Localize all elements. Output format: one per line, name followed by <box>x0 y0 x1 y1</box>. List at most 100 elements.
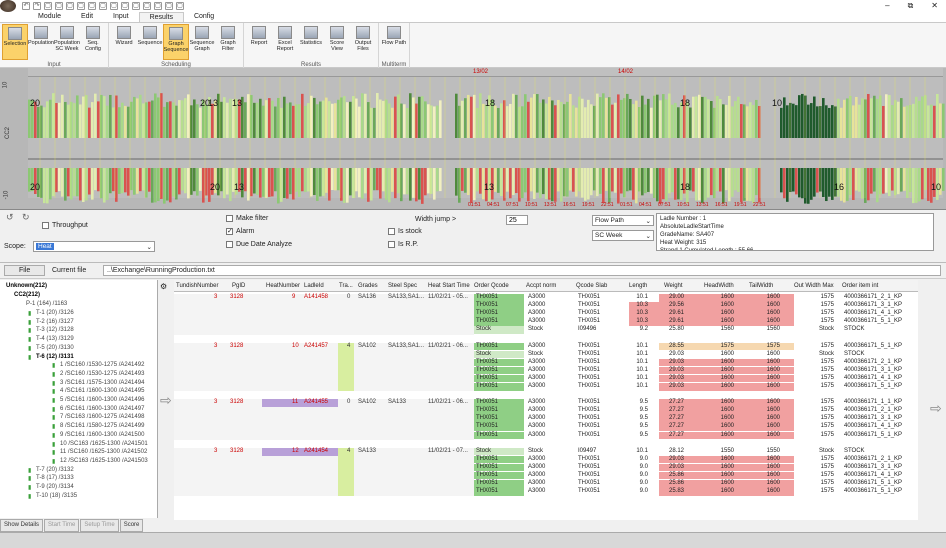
slab-bar[interactable] <box>641 168 644 196</box>
slab-bar[interactable] <box>436 105 439 138</box>
tree-node[interactable]: T-10 (18) /3135 <box>36 492 78 499</box>
slab-bar[interactable] <box>906 168 909 198</box>
slab-bar[interactable] <box>406 107 409 138</box>
slab-bar[interactable] <box>172 102 175 138</box>
tree-node[interactable]: 3 /SC161 /1575-1300 /A241494 <box>60 379 145 386</box>
slab-bar[interactable] <box>199 107 202 138</box>
slab-bar[interactable] <box>725 168 728 191</box>
flow-path-select[interactable]: Flow Path ⌄ <box>592 215 654 226</box>
slab-bar[interactable] <box>76 95 79 138</box>
slab-bar[interactable] <box>605 168 608 191</box>
slab-bar[interactable] <box>731 106 734 138</box>
slab-bar[interactable] <box>792 103 795 138</box>
slab-bar[interactable] <box>286 168 289 199</box>
slab-bar[interactable] <box>837 98 840 138</box>
slab-bar[interactable] <box>653 95 656 138</box>
quick-access-icon[interactable]: ▢ <box>99 2 107 10</box>
slab-bar[interactable] <box>427 104 430 138</box>
slab-bar[interactable] <box>73 168 76 197</box>
slab-bar[interactable] <box>319 168 322 197</box>
slab-bar[interactable] <box>268 168 271 197</box>
quick-access-icon[interactable]: ↷ <box>33 2 41 10</box>
slab-bar[interactable] <box>828 107 831 138</box>
slab-bar[interactable] <box>307 168 310 192</box>
arrow-left-icon[interactable]: ⇨ <box>160 392 172 408</box>
slab-bar[interactable] <box>283 96 286 138</box>
slab-bar[interactable] <box>292 105 295 138</box>
slab-bar[interactable] <box>572 168 575 192</box>
column-header[interactable]: Out Width Max <box>794 283 834 289</box>
slab-bar[interactable] <box>545 103 548 138</box>
slab-bar[interactable] <box>418 96 421 138</box>
slab-bar[interactable] <box>43 168 46 204</box>
slab-bar[interactable] <box>846 98 849 138</box>
slab-bar[interactable] <box>202 99 205 138</box>
scope-select[interactable]: Heat ⌄ <box>33 241 155 252</box>
slab-bar[interactable] <box>346 102 349 138</box>
slab-bar[interactable] <box>76 168 79 197</box>
slab-bar[interactable] <box>142 168 145 191</box>
quick-access-icon[interactable]: ▢ <box>154 2 162 10</box>
slab-bar[interactable] <box>722 104 725 138</box>
slab-bar[interactable] <box>740 168 743 203</box>
slab-bar[interactable] <box>569 94 572 138</box>
column-header[interactable]: Accpt norm <box>526 283 557 289</box>
slab-bar[interactable] <box>927 105 930 138</box>
slab-bar[interactable] <box>464 168 467 193</box>
slab-bar[interactable] <box>358 168 361 198</box>
slab-bar[interactable] <box>611 104 614 138</box>
quick-access-icon[interactable]: ▢ <box>110 2 118 10</box>
slab-bar[interactable] <box>196 104 199 138</box>
slab-bar[interactable] <box>680 102 683 138</box>
slab-bar[interactable] <box>28 168 31 192</box>
slab-bar[interactable] <box>629 168 632 191</box>
slab-bar[interactable] <box>298 104 301 138</box>
slab-bar[interactable] <box>124 168 127 193</box>
slab-bar[interactable] <box>373 107 376 138</box>
slab-bar[interactable] <box>58 168 61 192</box>
slab-bar[interactable] <box>470 168 473 203</box>
slab-bar[interactable] <box>133 96 136 138</box>
slab-bar[interactable] <box>37 168 40 197</box>
slab-bar[interactable] <box>352 168 355 199</box>
slab-bar[interactable] <box>103 96 106 138</box>
slab-bar[interactable] <box>229 168 232 202</box>
slab-bar[interactable] <box>322 168 325 196</box>
tab-results[interactable]: Results <box>138 12 184 22</box>
minimize-button[interactable]: – <box>885 1 890 10</box>
slab-bar[interactable] <box>497 168 500 193</box>
slab-bar[interactable] <box>518 168 521 202</box>
slab-bar[interactable] <box>473 168 476 201</box>
slab-bar[interactable] <box>223 97 226 138</box>
slab-bar[interactable] <box>235 98 238 138</box>
slab-bar[interactable] <box>512 93 515 138</box>
slab-bar[interactable] <box>313 97 316 138</box>
slab-bar[interactable] <box>581 168 584 198</box>
slab-bar[interactable] <box>734 101 737 138</box>
slab-bar[interactable] <box>632 168 635 200</box>
slab-bar[interactable] <box>109 168 112 194</box>
slab-bar[interactable] <box>521 106 524 138</box>
population-button[interactable]: Population <box>28 24 54 60</box>
slab-bar[interactable] <box>40 168 43 198</box>
slab-bar[interactable] <box>656 168 659 202</box>
slab-bar[interactable] <box>719 168 722 192</box>
slab-bar[interactable] <box>593 168 596 191</box>
slab-bar[interactable] <box>551 168 554 202</box>
slab-bar[interactable] <box>801 168 804 199</box>
slab-bar[interactable] <box>665 99 668 138</box>
flow-path-button[interactable]: Flow Path <box>381 24 407 60</box>
slab-bar[interactable] <box>734 168 737 191</box>
slab-bar[interactable] <box>421 168 424 204</box>
slab-bar[interactable] <box>719 99 722 138</box>
slab-bar[interactable] <box>545 168 548 199</box>
report-button[interactable]: Report <box>246 24 272 60</box>
slab-bar[interactable] <box>202 168 205 203</box>
slab-bar[interactable] <box>178 100 181 138</box>
slab-bar[interactable] <box>274 106 277 138</box>
quick-access-icon[interactable]: ▢ <box>143 2 151 10</box>
slab-bar[interactable] <box>61 94 64 138</box>
slab-bar[interactable] <box>686 168 689 204</box>
slab-bar[interactable] <box>253 102 256 138</box>
slab-bar[interactable] <box>554 168 557 202</box>
